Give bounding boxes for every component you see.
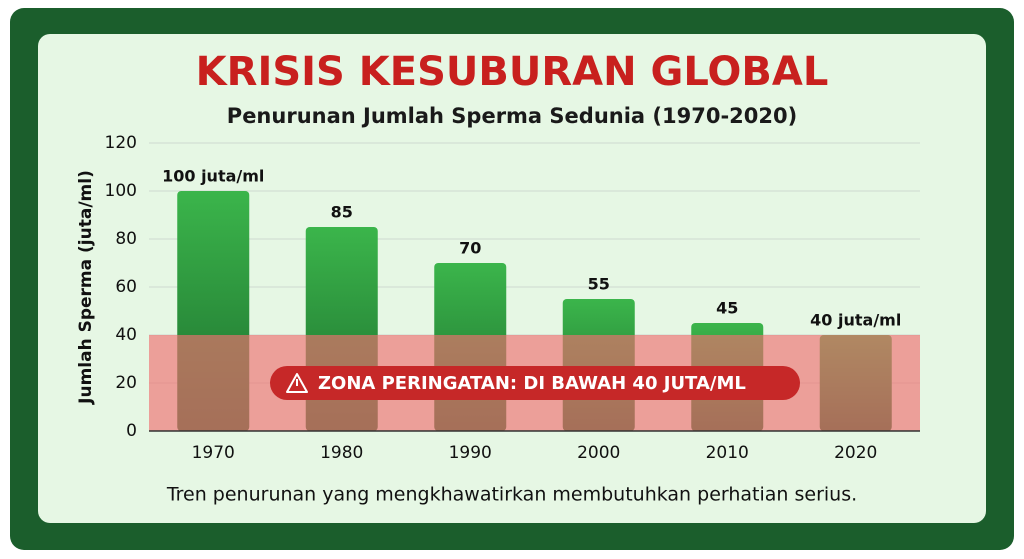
y-tick-label: 40 <box>115 325 137 345</box>
x-tick-label: 1970 <box>192 443 235 463</box>
warning-badge-bg <box>270 366 800 400</box>
warning-icon <box>286 373 308 393</box>
y-tick-label: 120 <box>105 133 137 153</box>
y-tick-label: 60 <box>115 277 137 297</box>
y-tick-label: 20 <box>115 373 137 393</box>
plot: 0 20 40 60 80 100 120 1970 100 juta/ml 1980 85 1990… <box>105 133 920 463</box>
value-label: 40 juta/ml <box>810 311 901 330</box>
x-tick-label: 1980 <box>320 443 363 463</box>
value-label: 45 <box>716 299 738 318</box>
x-tick-label: 2020 <box>834 443 877 463</box>
y-tick-label: 0 <box>126 421 137 441</box>
value-label: 55 <box>588 275 610 294</box>
value-label: 70 <box>459 239 481 258</box>
note: Tren penurunan yang mengkhawatirkan memb… <box>166 484 857 506</box>
chart-title: KRISIS KESUBURAN GLOBAL <box>196 49 829 95</box>
y-tick-label: 100 <box>105 181 137 201</box>
x-tick-label: 2010 <box>706 443 749 463</box>
x-tick-label: 1990 <box>449 443 492 463</box>
y-axis-label: Jumlah Sperma (juta/ml) <box>76 170 96 405</box>
chart-subtitle: Penurunan Jumlah Sperma Sedunia (1970-20… <box>227 104 797 128</box>
value-label: 100 juta/ml <box>162 167 264 186</box>
x-tick-label: 2000 <box>577 443 620 463</box>
warning-label: ZONA PERINGATAN: DI BAWAH 40 JUTA/ML <box>318 373 746 394</box>
value-label: 85 <box>331 203 353 222</box>
warning-badge: ZONA PERINGATAN: DI BAWAH 40 JUTA/ML <box>270 366 800 400</box>
y-tick-label: 80 <box>115 229 137 249</box>
